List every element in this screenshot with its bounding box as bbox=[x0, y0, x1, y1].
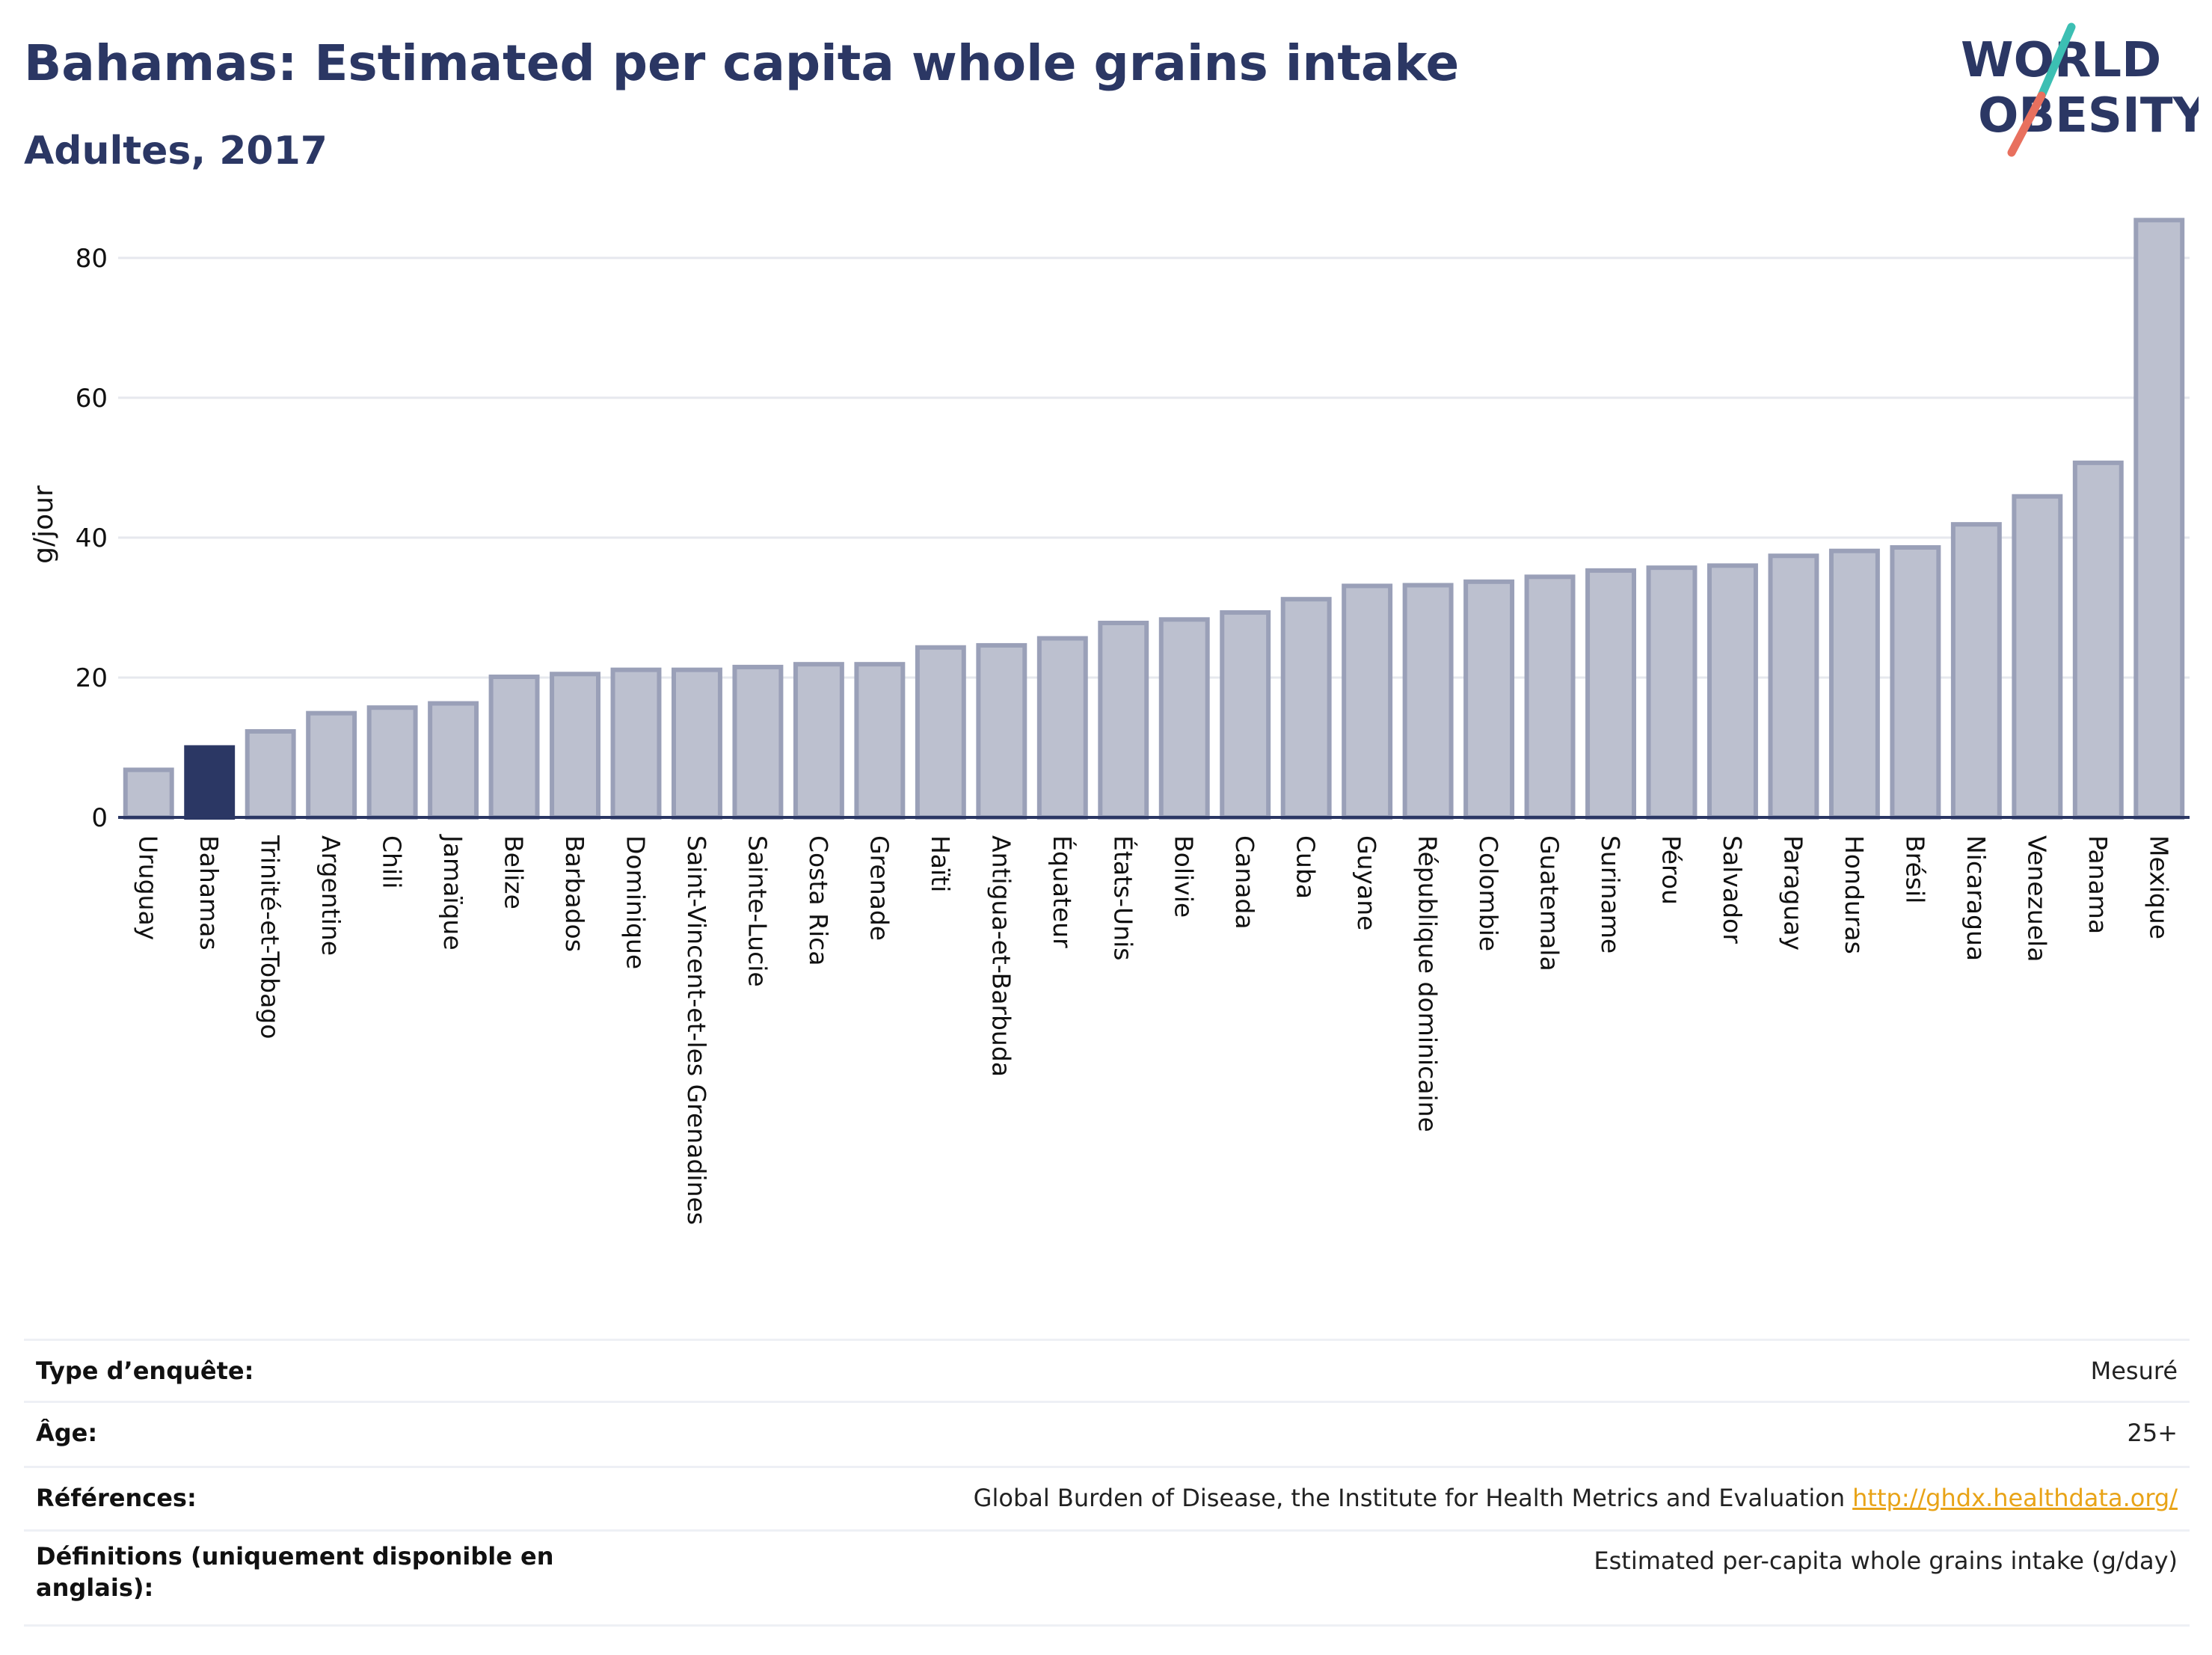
info-value: 25+ bbox=[2127, 1419, 2178, 1447]
logo-slash-coral bbox=[2007, 91, 2046, 157]
chart-title: Bahamas: Estimated per capita whole grai… bbox=[24, 34, 1460, 92]
bar-jama-que bbox=[428, 701, 479, 820]
info-label: Type d’enquête: bbox=[36, 1357, 254, 1385]
bar-bolivie bbox=[1158, 617, 1210, 820]
bar-venezuela bbox=[2012, 494, 2063, 820]
y-tick-label: 20 bbox=[76, 663, 108, 693]
x-tick-label: Guatemala bbox=[1535, 835, 1564, 971]
x-tick-label: Panama bbox=[2083, 835, 2113, 934]
bars bbox=[123, 218, 2185, 820]
x-tick-label: États-Unis bbox=[1108, 835, 1138, 960]
reference-link[interactable]: http://ghdx.healthdata.org/ bbox=[1852, 1484, 2178, 1512]
bar-belize bbox=[488, 675, 540, 820]
bar-dominique bbox=[610, 667, 662, 820]
x-tick-label: Suriname bbox=[1596, 835, 1625, 954]
bar-suriname bbox=[1585, 568, 1636, 820]
x-tick-label: Costa Rica bbox=[804, 835, 833, 966]
bar-grenade bbox=[854, 662, 906, 820]
bar-trinit-et-tobago bbox=[245, 728, 296, 820]
x-tick-label: Uruguay bbox=[134, 835, 163, 940]
x-tick-label: Paraguay bbox=[1778, 835, 1807, 951]
x-tick-label: Jamaïque bbox=[438, 834, 467, 951]
x-tick-label: Bahamas bbox=[194, 835, 224, 951]
bar-paraguay bbox=[1768, 553, 1819, 820]
x-tick-label: Chili bbox=[378, 835, 407, 888]
x-tick-label: Mexique bbox=[2144, 835, 2173, 939]
x-tick-label: Antigua-et-Barbuda bbox=[986, 835, 1016, 1077]
x-tick-label: Argentine bbox=[316, 835, 345, 956]
y-tick-label: 0 bbox=[91, 803, 108, 833]
x-tick-label: Équateur bbox=[1048, 835, 1078, 948]
x-tick-label: Sainte-Lucie bbox=[743, 835, 772, 987]
x-tick-label: Saint-Vincent-et-les Grenadines bbox=[682, 835, 711, 1225]
bar-sainte-lucie bbox=[732, 664, 784, 820]
bar-mexique bbox=[2133, 218, 2185, 820]
bar-barbados bbox=[550, 672, 600, 820]
x-tick-label: République dominicaine bbox=[1413, 835, 1443, 1132]
x-tick-label: Honduras bbox=[1840, 835, 1869, 954]
bar-costa-rica bbox=[793, 662, 844, 820]
x-tick-label: Haïti bbox=[926, 835, 955, 892]
x-tick-label: Barbados bbox=[560, 835, 589, 952]
info-row: Références: Global Burden of Disease, the… bbox=[24, 1466, 2190, 1529]
x-tick-label: Canada bbox=[1230, 835, 1259, 930]
bar-guyane bbox=[1342, 583, 1393, 820]
x-tick-label: Salvador bbox=[1718, 835, 1747, 944]
y-axis-ticks: 0 20 40 60 80 bbox=[76, 244, 108, 833]
info-table: Type d’enquête: Mesuré Âge: 25+ Références: G… bbox=[24, 1339, 2190, 1627]
info-row: Définitions (uniquement disponible en an… bbox=[24, 1529, 2190, 1627]
x-tick-label: Guyane bbox=[1352, 835, 1381, 930]
bar-saint-vincent-et-les-grenadines bbox=[672, 667, 722, 820]
bar-antigua-et-barbuda bbox=[976, 642, 1027, 820]
bar-nicaragua bbox=[1950, 522, 2002, 820]
bar-p-rou bbox=[1646, 565, 1698, 820]
bar-r-publique-dominicaine bbox=[1402, 583, 1454, 820]
x-tick-label: Venezuela bbox=[2022, 835, 2051, 962]
x-tick-label: Colombie bbox=[1474, 835, 1503, 951]
bar-cuba bbox=[1280, 597, 1332, 820]
chart-subtitle: Adultes, 2017 bbox=[24, 129, 328, 174]
logo-line2: OBESITY bbox=[1978, 88, 2199, 144]
info-label: Définitions (uniquement disponible en an… bbox=[36, 1542, 554, 1602]
x-tick-label: Nicaragua bbox=[1961, 835, 1991, 961]
x-tick-label: Grenade bbox=[864, 835, 894, 941]
x-tick-label: Cuba bbox=[1291, 835, 1321, 899]
info-value: Mesuré bbox=[2090, 1357, 2178, 1385]
y-axis-label: g/jour bbox=[28, 485, 59, 564]
x-axis-tick-labels: Uruguay Bahamas Trinité-et-Tobago Argentine… bbox=[134, 834, 2174, 1225]
bar-salvador bbox=[1707, 563, 1758, 820]
info-label: Âge: bbox=[36, 1419, 98, 1447]
bar-honduras bbox=[1828, 548, 1880, 820]
bar-argentine bbox=[306, 710, 357, 820]
bar--quateur bbox=[1036, 636, 1088, 820]
x-tick-label: Pérou bbox=[1657, 835, 1686, 905]
x-tick-label: Brésil bbox=[1900, 835, 1929, 903]
bar-guatemala bbox=[1524, 574, 1576, 820]
bar-panama bbox=[2072, 460, 2124, 820]
bar-ha-ti bbox=[915, 645, 966, 820]
x-tick-label: Bolivie bbox=[1170, 835, 1199, 918]
x-tick-label: Belize bbox=[500, 835, 529, 909]
info-value: Global Burden of Disease, the Institute … bbox=[973, 1484, 2178, 1512]
bar-chili bbox=[366, 705, 418, 820]
info-value: Estimated per-capita whole grains intake… bbox=[1594, 1547, 2178, 1575]
bar-chart: 0 20 40 60 80 g/jour Uruguay Bahamas Trinité-e… bbox=[28, 218, 2190, 1225]
bar-colombie bbox=[1463, 579, 1515, 820]
world-obesity-logo: WORLD OBESITY bbox=[1961, 22, 2199, 157]
y-tick-label: 40 bbox=[76, 523, 108, 553]
y-tick-label: 80 bbox=[76, 244, 108, 274]
y-tick-label: 60 bbox=[76, 384, 108, 414]
info-row: Type d’enquête: Mesuré bbox=[24, 1339, 2190, 1401]
bar-bahamas bbox=[184, 745, 236, 820]
bar-uruguay bbox=[123, 767, 174, 820]
logo-slash-teal bbox=[2037, 22, 2076, 100]
info-label: Références: bbox=[36, 1484, 197, 1512]
bar-canada bbox=[1220, 610, 1271, 820]
bar-br-sil bbox=[1890, 545, 1941, 820]
x-tick-label: Trinité-et-Tobago bbox=[256, 835, 285, 1039]
bar--tats-unis bbox=[1098, 621, 1149, 820]
info-row: Âge: 25+ bbox=[24, 1401, 2190, 1466]
x-tick-label: Dominique bbox=[621, 835, 651, 969]
